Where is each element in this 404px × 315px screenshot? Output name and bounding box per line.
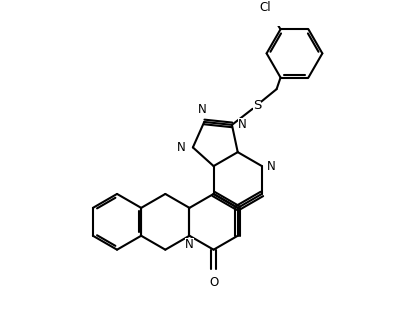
Text: N: N <box>185 238 194 250</box>
Text: N: N <box>177 141 186 154</box>
Text: N: N <box>198 103 207 116</box>
Text: N: N <box>267 160 276 173</box>
Text: N: N <box>238 118 247 131</box>
Text: S: S <box>253 99 261 112</box>
Text: O: O <box>209 276 218 289</box>
Text: Cl: Cl <box>259 1 271 14</box>
